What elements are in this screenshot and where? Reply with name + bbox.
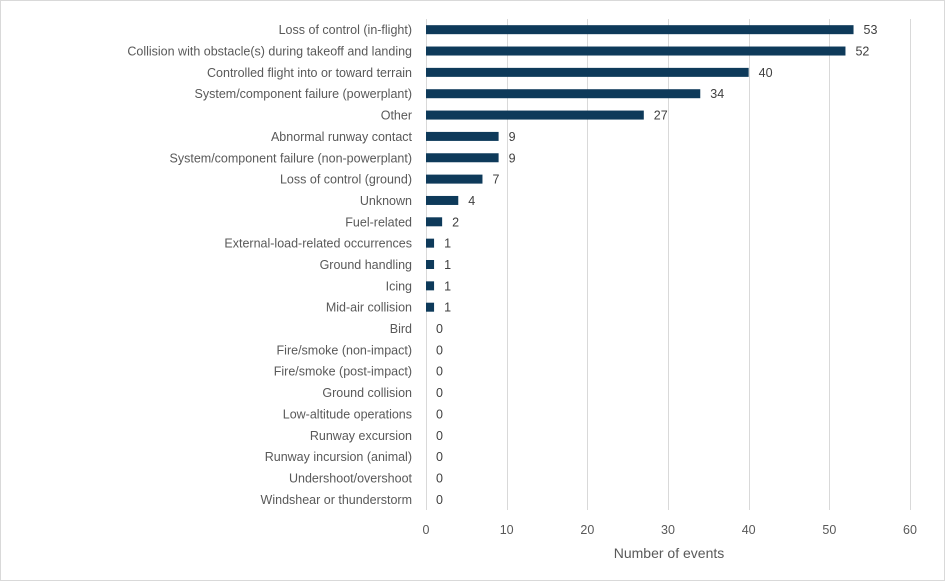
category-label: Bird [390, 322, 412, 336]
value-label: 34 [710, 87, 724, 101]
value-label: 9 [509, 130, 516, 144]
bar [426, 153, 499, 163]
x-tick-label: 40 [742, 523, 756, 537]
value-label: 27 [654, 109, 668, 123]
x-tick-label: 20 [580, 523, 594, 537]
category-label: External-load-related occurrences [224, 237, 412, 251]
value-label: 0 [436, 343, 443, 357]
category-label: System/component failure (powerplant) [195, 87, 412, 101]
category-label: Unknown [360, 194, 412, 208]
category-label: Other [381, 109, 412, 123]
value-label: 7 [492, 173, 499, 187]
bars [426, 25, 854, 312]
x-tick-label: 30 [661, 523, 675, 537]
bar [426, 131, 499, 141]
gridlines [426, 19, 911, 510]
value-label: 0 [436, 322, 443, 336]
bar [426, 302, 435, 312]
bar [426, 195, 459, 205]
category-label: Fire/smoke (post-impact) [274, 365, 412, 379]
category-label: Runway excursion [310, 429, 412, 443]
category-label: System/component failure (non-powerplant… [170, 151, 412, 165]
value-label: 0 [436, 407, 443, 421]
bar [426, 260, 435, 269]
category-labels: Loss of control (in-flight) Collision wit… [127, 23, 412, 507]
category-label: Icing [386, 279, 412, 293]
value-label: 0 [436, 365, 443, 379]
value-label: 1 [444, 279, 451, 293]
bar [426, 25, 854, 35]
value-label: 52 [855, 45, 869, 59]
bar [426, 110, 644, 120]
category-label: Controlled flight into or toward terrain [207, 66, 412, 80]
x-axis-title: Number of events [614, 545, 725, 561]
value-label: 0 [436, 429, 443, 443]
category-label: Ground collision [322, 386, 412, 400]
value-label: 0 [436, 450, 443, 464]
category-label: Mid-air collision [326, 301, 412, 315]
category-label: Abnormal runway contact [271, 130, 413, 144]
value-label: 1 [444, 237, 451, 251]
bar [426, 89, 701, 99]
value-label: 2 [452, 215, 459, 229]
category-label: Low-altitude operations [283, 407, 412, 421]
x-tick-label: 50 [822, 523, 836, 537]
bar [426, 217, 443, 227]
x-tick-labels: 0 10 20 30 40 50 60 [423, 523, 917, 537]
value-label: 1 [444, 258, 451, 272]
value-label: 9 [509, 151, 516, 165]
category-label: Undershoot/overshoot [289, 471, 413, 485]
value-label: 40 [759, 66, 773, 80]
x-tick-label: 0 [423, 523, 430, 537]
category-label: Loss of control (in-flight) [279, 23, 412, 37]
x-tick-label: 60 [903, 523, 917, 537]
value-label: 1 [444, 301, 451, 315]
bar [426, 238, 435, 248]
category-label: Windshear or thunderstorm [261, 493, 412, 507]
category-label: Collision with obstacle(s) during takeof… [127, 45, 412, 59]
category-label: Ground handling [320, 258, 412, 272]
category-label: Runway incursion (animal) [265, 450, 412, 464]
bar [426, 67, 749, 77]
bar [426, 281, 435, 291]
category-label: Loss of control (ground) [280, 173, 412, 187]
category-label: Fire/smoke (non-impact) [277, 343, 412, 357]
value-label: 53 [864, 23, 878, 37]
bar [426, 46, 846, 56]
value-label: 0 [436, 386, 443, 400]
value-label: 4 [468, 194, 475, 208]
x-tick-label: 10 [500, 523, 514, 537]
bar [426, 174, 483, 184]
value-label: 0 [436, 471, 443, 485]
value-label: 0 [436, 493, 443, 507]
category-label: Fuel-related [345, 215, 412, 229]
